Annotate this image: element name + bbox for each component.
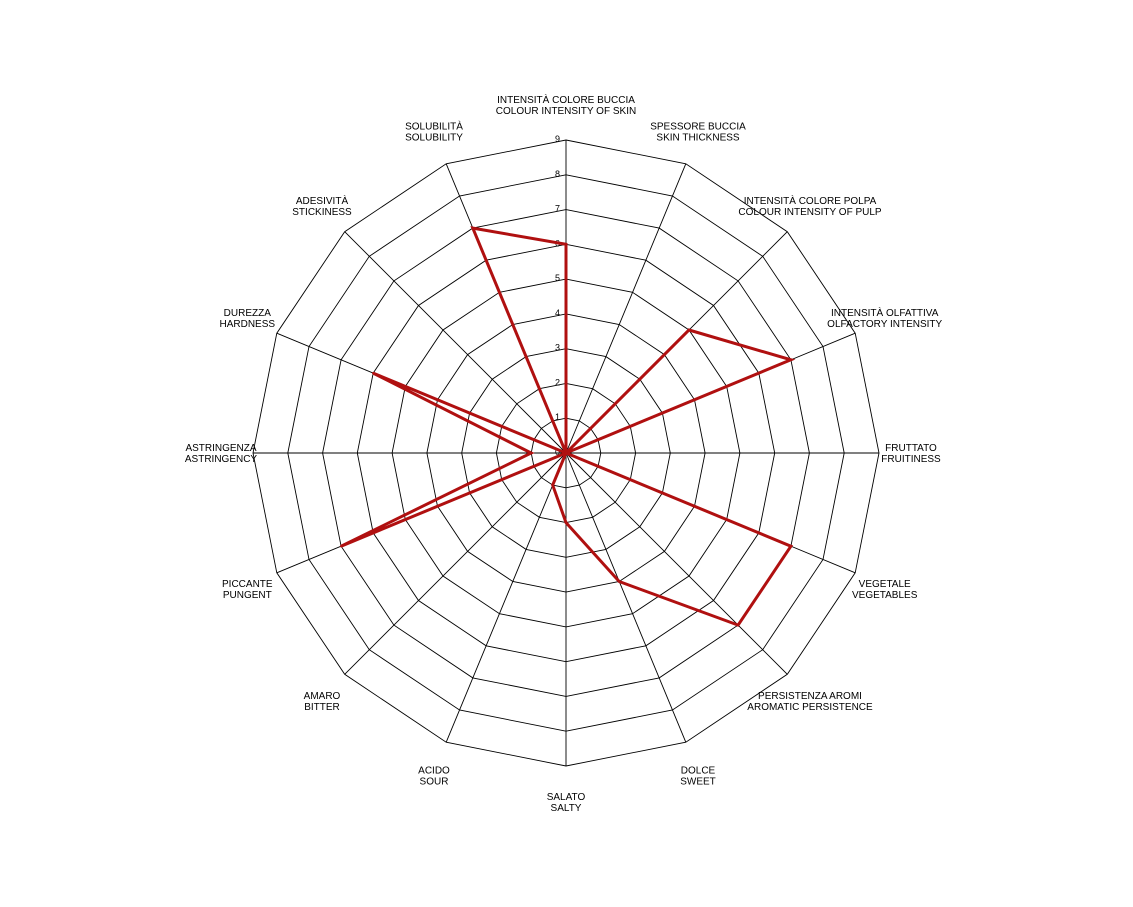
- axis-label-line2: COLOUR INTENSITY OF PULP: [738, 207, 882, 218]
- axis-label-line2: AROMATIC PERSISTENCE: [747, 702, 873, 713]
- axis-label-line1: INTENSITÀ COLORE POLPA: [744, 194, 877, 207]
- axis-label: ADESIVITÀ STICKINESS: [292, 194, 352, 218]
- data-point: [551, 483, 554, 487]
- axis-label-line2: SKIN THICKNESS: [656, 132, 739, 143]
- axis-label-line1: AMARO: [304, 691, 341, 702]
- grid-spoke: [344, 231, 567, 454]
- axis-label-line2: OLFACTORY INTENSITY: [827, 319, 942, 330]
- axis-label: PICCANTE PUNGENT: [222, 579, 273, 601]
- axis-label-line2: STICKINESS: [292, 207, 352, 218]
- axis-label: FRUTTATO FRUITINESS: [881, 443, 941, 465]
- tick-label: 5: [555, 273, 560, 283]
- axis-label-line2: VEGETABLES: [852, 590, 918, 601]
- tick-label: 0: [555, 447, 560, 457]
- axis-label-line1: SALATO: [547, 792, 586, 803]
- data-point: [372, 371, 375, 375]
- tick-label: 7: [555, 204, 560, 214]
- data-series-layer: [339, 226, 796, 627]
- data-point: [564, 521, 568, 524]
- axis-label-line1: FRUTTATO: [885, 443, 937, 454]
- axis-label: INTENSITÀ OLFATTIVA OLFACTORY INTENSITY: [827, 306, 942, 330]
- axis-label-line1: INTENSITÀ OLFATTIVA: [831, 306, 939, 319]
- axis-label-line1: INTENSITÀ COLORE BUCCIA: [497, 93, 635, 106]
- axis-label-line2: SALTY: [551, 803, 582, 814]
- data-point: [564, 451, 568, 455]
- tick-label: 4: [555, 308, 560, 318]
- axis-label-line1: DOLCE: [681, 766, 716, 777]
- data-point: [789, 545, 793, 548]
- axis-label-line1: SPESSORE BUCCIA: [650, 121, 746, 132]
- axis-label-line2: SOUR: [420, 777, 449, 788]
- axis-label-line1: VEGETALE: [859, 579, 911, 590]
- axis-label: PERSISTENZA AROMI AROMATIC PERSISTENCE: [747, 691, 873, 713]
- grid-spoke: [565, 163, 687, 454]
- tick-label: 3: [555, 343, 560, 353]
- tick-label: 8: [555, 169, 560, 179]
- data-point: [687, 328, 691, 332]
- grid-spoke: [445, 452, 567, 743]
- axis-label: DUREZZA HARDNESS: [220, 308, 276, 330]
- axis-label-line1: DUREZZA: [224, 308, 272, 319]
- axis-label: DOLCE SWEET: [680, 766, 716, 788]
- axis-label: VEGETALE VEGETABLES: [852, 579, 918, 601]
- axis-labels: INTENSITÀ COLORE BUCCIA COLOUR INTENSITY …: [185, 93, 943, 814]
- axis-label-line1: ACIDO: [418, 766, 450, 777]
- grid-spoke: [565, 452, 687, 743]
- axis-label-line1: ADESIVITÀ: [296, 194, 349, 207]
- axis-label: ASTRINGENZA ASTRINGENCY: [185, 443, 258, 465]
- axis-label-line1: ASTRINGENZA: [185, 443, 256, 454]
- grid-spoke: [565, 452, 788, 675]
- tick-label: 1: [555, 412, 560, 422]
- axis-label-line1: PICCANTE: [222, 579, 273, 590]
- data-point: [736, 623, 740, 627]
- data-point: [564, 243, 568, 246]
- axis-label: SPESSORE BUCCIA SKIN THICKNESS: [650, 121, 746, 143]
- axis-label: AMARO BITTER: [304, 691, 341, 713]
- data-point: [339, 545, 343, 548]
- tick-label: 9: [555, 134, 560, 144]
- axis-label-line2: FRUITINESS: [881, 454, 941, 465]
- axis-label-line2: SOLUBILITY: [405, 132, 463, 143]
- axis-label: INTENSITÀ COLORE POLPA COLOUR INTENSITY O…: [738, 194, 882, 218]
- data-point: [618, 580, 621, 583]
- data-point: [530, 451, 533, 455]
- axis-label-line2: BITTER: [304, 702, 340, 713]
- axis-label-line1: PERSISTENZA AROMI: [758, 691, 862, 702]
- axis-label: INTENSITÀ COLORE BUCCIA COLOUR INTENSITY …: [496, 93, 636, 117]
- axis-label: SOLUBILITÀ SOLUBILITY: [405, 119, 463, 143]
- axis-label: ACIDO SOUR: [418, 766, 450, 788]
- axis-label: SALATO SALTY: [547, 792, 586, 814]
- data-point: [471, 226, 474, 230]
- axis-label-line2: COLOUR INTENSITY OF SKIN: [496, 106, 636, 117]
- grid-spoke: [344, 452, 567, 675]
- data-point: [789, 358, 793, 361]
- axis-label-line1: SOLUBILITÀ: [405, 119, 463, 132]
- axis-label-line2: ASTRINGENCY: [185, 454, 258, 465]
- tick-label: 2: [555, 377, 560, 387]
- axis-label-line2: SWEET: [680, 777, 716, 788]
- axis-label-line2: PUNGENT: [223, 590, 272, 601]
- axis-label-line2: HARDNESS: [220, 319, 276, 330]
